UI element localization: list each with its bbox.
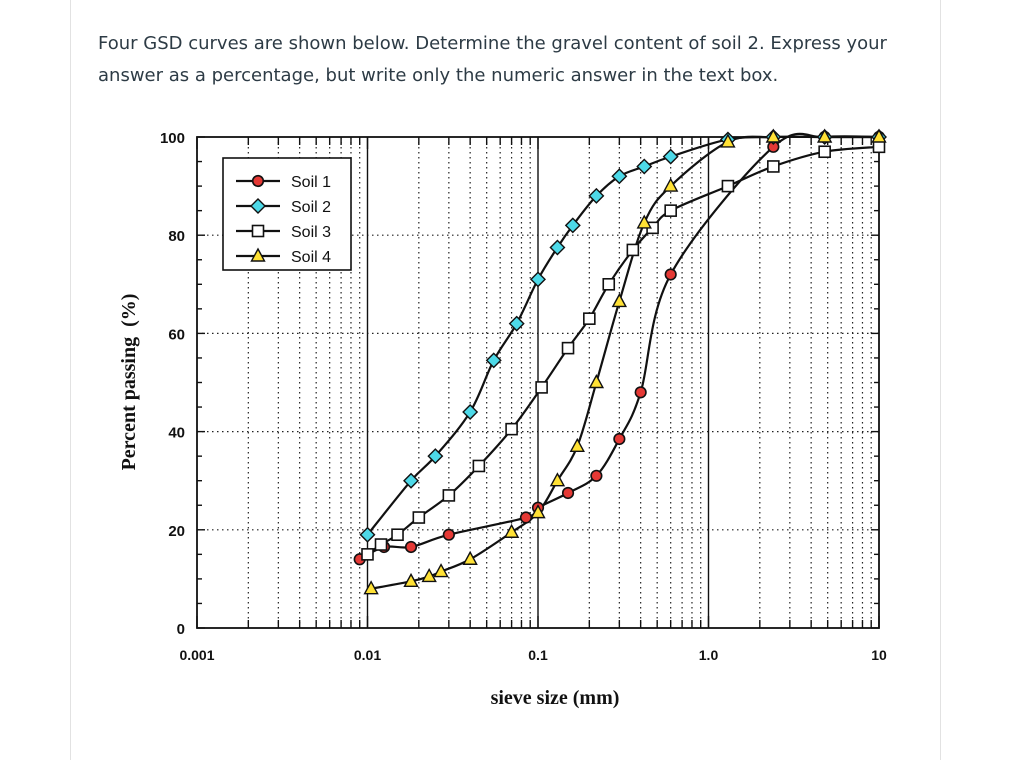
legend-label-soil-3: Soil 3 [291, 224, 331, 241]
legend-marker-soil-2 [250, 198, 266, 214]
soil-2-point [530, 271, 546, 288]
x-tick-label: 0.1 [528, 647, 548, 663]
soil-1-point [442, 528, 455, 541]
soil-4-point [611, 293, 628, 308]
soil-2-point [636, 158, 653, 175]
soil-4-point [588, 374, 605, 389]
legend-box [222, 157, 352, 271]
x-tick-label: 0.001 [179, 647, 214, 663]
soil-3-point [374, 538, 388, 551]
soil-4-point [403, 572, 419, 588]
soil-3-point [721, 179, 735, 193]
soil-1-point [404, 540, 418, 554]
soil-4-point [530, 504, 546, 519]
soil-3-point [583, 312, 596, 325]
soil-2-point [588, 187, 605, 204]
legend-label-soil-2: Soil 2 [291, 199, 331, 216]
soil-4-point [662, 177, 679, 192]
soil-3-point [872, 140, 886, 154]
soil-2-point [508, 315, 525, 332]
soil-2-point [359, 526, 376, 543]
soil-2-point [662, 148, 679, 165]
soil-2-point [462, 403, 479, 420]
soil-3-point [664, 204, 677, 217]
soil-3-point [412, 511, 426, 524]
question-card [70, 0, 941, 760]
y-tick-label: 100 [160, 130, 185, 147]
x-tick-label: 0.01 [354, 647, 381, 663]
soil-4-point [765, 128, 782, 143]
soil-2-point [485, 352, 502, 369]
soil-3-point [561, 341, 575, 355]
legend-label-soil-1: Soil 1 [291, 174, 331, 191]
soil-3-point [535, 381, 548, 394]
soil-4-point [363, 580, 379, 595]
soil-2-point [427, 448, 444, 465]
soil-2-point [611, 168, 628, 185]
soil-4-point [433, 563, 449, 578]
soil-4-point [720, 133, 736, 148]
legend-marker-soil-3 [251, 224, 265, 238]
soil-1-point [519, 511, 533, 524]
y-axis-title: Percent passing (%) [118, 294, 140, 471]
legend-marker-soil-4 [250, 247, 266, 262]
soil-3-point [442, 489, 456, 502]
soil-4-point [569, 437, 585, 453]
soil-3-point [767, 160, 780, 173]
soil-1-point [613, 432, 626, 446]
soil-4-point [462, 550, 478, 565]
x-tick-label: 10 [871, 647, 887, 663]
soil-3-point [818, 145, 831, 159]
y-tick-label: 40 [168, 425, 185, 442]
soil-2-point [403, 472, 420, 489]
soil-4-point [549, 472, 566, 487]
soil-2-point [549, 239, 566, 256]
y-tick-label: 20 [168, 523, 185, 540]
soil-2-line [366, 135, 879, 536]
soil-4-point [503, 523, 520, 538]
question-text: Four GSD curves are shown below. Determi… [98, 33, 887, 86]
x-tick-label: 1.0 [699, 647, 719, 663]
legend: Soil 1 Soil 2 Soil 3 Soil 4 [222, 157, 352, 271]
soil-1-point [590, 469, 603, 482]
y-tick-label: 60 [168, 326, 185, 343]
soil-4-line [370, 135, 879, 590]
soil-4-point [421, 567, 437, 583]
x-axis-title: sieve size (mm) [491, 687, 620, 709]
soil-1-point [561, 486, 575, 500]
soil-3-point [361, 548, 374, 561]
plot-frame [196, 136, 880, 629]
soil-4-point [816, 128, 833, 143]
soil-1-point [664, 268, 677, 281]
soil-3-point [505, 422, 518, 436]
y-tick-label: 80 [168, 228, 185, 245]
soil-2-point [564, 217, 581, 234]
y-tick-label: 0 [177, 621, 185, 638]
soil-3-point [391, 528, 404, 542]
soil-1-point [634, 386, 647, 399]
legend-label-soil-4: Soil 4 [291, 249, 331, 266]
soil-3-point [472, 459, 486, 473]
soil-4-point [871, 128, 887, 143]
legend-marker-soil-1 [251, 174, 265, 188]
soil-3-point [626, 243, 640, 257]
soil-3-point [602, 277, 616, 291]
soil-4-point [636, 214, 652, 229]
